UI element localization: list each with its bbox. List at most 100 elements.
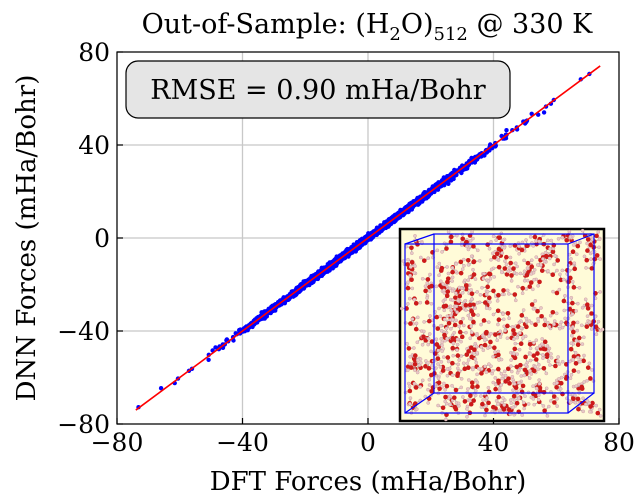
hydrogen-atom [579, 323, 584, 328]
hydrogen-atom [529, 258, 534, 262]
oxygen-atom [504, 272, 510, 277]
hydrogen-atom [450, 298, 455, 302]
hydrogen-atom [428, 314, 432, 318]
hydrogen-atom [575, 328, 580, 333]
hydrogen-atom [532, 277, 536, 282]
hydrogen-atom [596, 230, 601, 234]
hydrogen-atom [488, 345, 492, 349]
hydrogen-atom [587, 361, 592, 366]
rmse-annotation: RMSE = 0.90 mHa/Bohr [125, 60, 511, 119]
oxygen-atom [576, 406, 581, 412]
oxygen-atom [550, 249, 556, 255]
hydrogen-atom [460, 291, 465, 295]
hydrogen-atom [452, 330, 457, 335]
hydrogen-atom [528, 358, 533, 363]
hydrogen-atom [487, 362, 491, 366]
oxygen-atom [468, 401, 474, 407]
x-axis-label: DFT Forces (mHa/Bohr) [210, 467, 527, 497]
oxygen-atom [575, 243, 581, 249]
oxygen-atom [464, 283, 469, 288]
hydrogen-atom [405, 341, 409, 346]
scatter-point [158, 386, 164, 391]
oxygen-atom [571, 285, 577, 290]
inset-molecules [400, 228, 605, 422]
oxygen-atom [413, 326, 419, 332]
oxygen-atom [561, 298, 567, 304]
oxygen-atom [457, 306, 463, 311]
oxygen-atom [450, 336, 456, 341]
oxygen-atom [452, 395, 457, 400]
hydrogen-atom [536, 263, 540, 267]
hydrogen-atom [555, 396, 559, 401]
hydrogen-atom [572, 261, 577, 265]
hydrogen-atom [495, 338, 500, 343]
hydrogen-atom [533, 299, 538, 303]
oxygen-atom [524, 324, 529, 330]
oxygen-atom [550, 272, 556, 278]
hydrogen-atom [406, 257, 410, 262]
hydrogen-atom [449, 326, 453, 331]
oxygen-atom [423, 364, 428, 369]
hydrogen-atom [426, 361, 430, 365]
hydrogen-atom [522, 373, 527, 378]
hydrogen-atom [456, 401, 461, 406]
hydrogen-atom [504, 262, 509, 267]
hydrogen-atom [585, 241, 589, 246]
oxygen-atom [585, 302, 590, 307]
oxygen-atom [539, 313, 544, 319]
oxygen-atom [448, 234, 454, 240]
oxygen-atom [407, 388, 413, 394]
hydrogen-atom [483, 364, 487, 369]
hydrogen-atom [494, 238, 498, 242]
hydrogen-atom [493, 382, 498, 387]
oxygen-atom [476, 335, 482, 341]
oxygen-atom [541, 346, 546, 352]
hydrogen-atom [557, 362, 562, 366]
hydrogen-atom [517, 396, 521, 401]
hydrogen-atom [423, 284, 428, 289]
hydrogen-atom [503, 259, 507, 263]
oxygen-atom [496, 366, 501, 372]
hydrogen-atom [542, 259, 547, 264]
hydrogen-atom [558, 326, 562, 331]
oxygen-atom [413, 385, 419, 390]
hydrogen-atom [546, 269, 550, 273]
scatter-point [206, 357, 211, 362]
oxygen-atom [469, 291, 475, 297]
hydrogen-atom [534, 386, 539, 391]
hydrogen-atom [475, 301, 480, 305]
oxygen-atom [444, 293, 450, 299]
hydrogen-atom [427, 332, 432, 336]
oxygen-atom [527, 284, 533, 289]
hydrogen-atom [450, 383, 454, 388]
hydrogen-atom [528, 369, 532, 373]
hydrogen-atom [498, 335, 503, 339]
oxygen-atom [576, 335, 582, 341]
oxygen-atom [423, 288, 428, 294]
hydrogen-atom [559, 320, 564, 324]
x-tick-label: 80 [603, 428, 634, 457]
hydrogen-atom [471, 236, 475, 241]
hydrogen-atom [532, 402, 536, 407]
hydrogen-atom [425, 281, 430, 285]
oxygen-atom [471, 244, 476, 249]
hydrogen-atom [496, 322, 500, 327]
hydrogen-atom [485, 396, 489, 400]
fit-line [135, 65, 601, 411]
oxygen-atom [589, 266, 595, 271]
oxygen-atom [554, 384, 559, 390]
oxygen-atom [493, 386, 498, 392]
hydrogen-atom [481, 276, 486, 281]
hydrogen-atom [463, 278, 467, 283]
hydrogen-atom [439, 279, 443, 284]
oxygen-atom [543, 253, 549, 259]
hydrogen-atom [445, 373, 450, 378]
hydrogen-atom [442, 308, 447, 313]
scatter-point [488, 142, 493, 147]
oxygen-atom [405, 285, 411, 291]
hydrogen-atom [439, 328, 444, 333]
oxygen-atom [508, 260, 513, 266]
hydrogen-atom [494, 399, 499, 403]
hydrogen-atom [469, 324, 474, 329]
hydrogen-atom [543, 250, 548, 255]
